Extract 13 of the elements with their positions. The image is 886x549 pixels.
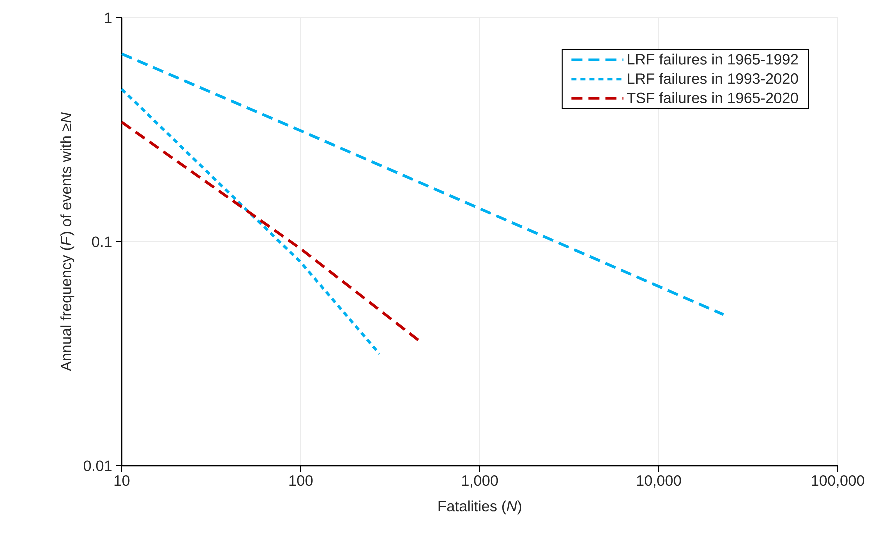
y-tick-label: 0.01 [84,460,112,472]
y-tick-label: 0.1 [92,236,112,248]
y-axis-title: Annual frequency (F) of events with ≥N [60,112,75,372]
y-tick-label: 1 [105,12,112,24]
legend-label: LRF failures in 1965-1992 [628,54,798,65]
x-tick-label: 1,000 [462,476,498,488]
x-tick-label: 10 [114,476,130,486]
legend-label: TSF failures in 1965-2020 [627,92,798,104]
x-tick-label: 100 [290,476,313,486]
legend-label: LRF failures in 1993-2020 [628,73,798,84]
x-axis-title: Fatalities (N) [438,500,522,515]
x-tick-label: 100,000 [812,476,864,488]
x-tick-label: 10,000 [637,476,682,488]
